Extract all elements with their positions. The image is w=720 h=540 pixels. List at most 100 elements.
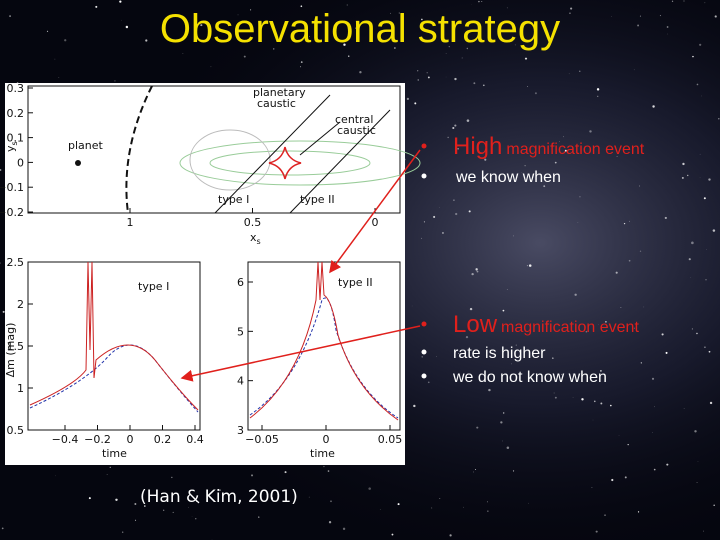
star [604,514,606,516]
star [696,83,699,86]
star [708,178,711,181]
star [600,370,602,372]
star [708,350,711,353]
panel-label: type II [338,276,373,289]
star [637,24,640,27]
star [482,84,485,87]
planet-label: planet [68,139,104,152]
star [615,271,618,274]
planet-curve [125,85,153,214]
star [478,0,480,3]
star [323,465,325,468]
star [514,44,516,46]
star [512,470,515,472]
star [225,30,228,33]
bullet-text: we know when [455,169,561,186]
x-tick-label: −0.05 [245,433,279,446]
star [596,88,600,91]
star [308,496,310,498]
bullets: High magnification event we know when Low… [421,133,645,386]
star [564,149,567,152]
star [195,518,197,520]
star [488,388,491,392]
star [472,40,475,43]
star [699,43,702,46]
y-tick-label: 4 [237,375,244,388]
star [629,220,630,222]
star [300,66,302,68]
caustic [268,146,302,180]
star [475,268,478,271]
x-label: time [310,447,335,460]
star [439,498,441,499]
y-tick-label: −0.2 [0,206,24,219]
star [300,5,303,8]
star [671,0,674,2]
star [682,162,685,166]
star [500,421,503,424]
caustic-label: central [335,113,373,126]
star [534,92,537,95]
star [413,404,416,408]
star [591,487,593,488]
bullet [421,143,427,149]
star [579,70,581,72]
star [121,531,124,533]
star [581,398,584,401]
y-tick-label: 0.5 [7,424,25,437]
star [512,235,514,237]
star [666,26,669,28]
star [577,222,579,223]
bullet-text: High magnification event [453,133,645,160]
star [568,73,570,75]
star [461,57,463,59]
star [704,346,706,348]
x-tick-label: 0 [372,216,379,229]
star [327,470,330,472]
star [471,272,474,276]
star [703,530,704,532]
x-tick-label: 0 [127,433,134,446]
star [589,130,592,133]
star [528,264,532,267]
star [95,5,98,8]
citation: (Han & Kim, 2001) [140,487,298,507]
y-tick-label: 5 [237,325,244,338]
star [502,440,503,442]
star [515,344,517,346]
star [466,119,470,122]
x-label: time [102,447,127,460]
star [390,12,392,14]
star [628,259,631,262]
star [315,39,319,43]
star [506,446,510,450]
star [694,430,697,433]
star [200,24,203,27]
slide-title: Observational strategy [160,7,560,51]
star [633,69,635,71]
star [346,4,348,6]
star [46,30,49,33]
star [506,289,508,290]
star [359,71,362,74]
star [328,521,332,524]
star [618,435,620,436]
curve [29,261,199,411]
star [681,176,684,179]
x-tick-label: 0 [323,433,330,446]
star [458,353,460,355]
bullet-text: rate is higher [453,345,546,362]
star [465,336,469,339]
star [469,307,473,311]
trajectory-label: type I [218,193,249,206]
star [553,392,555,394]
y-tick-label: −0.1 [0,181,24,194]
star [585,330,588,333]
star [343,43,346,46]
star [182,53,184,54]
star [457,148,459,150]
y-tick-label: 1 [17,382,24,395]
y-label: ys [4,141,19,152]
star [624,476,627,479]
star [270,497,274,500]
